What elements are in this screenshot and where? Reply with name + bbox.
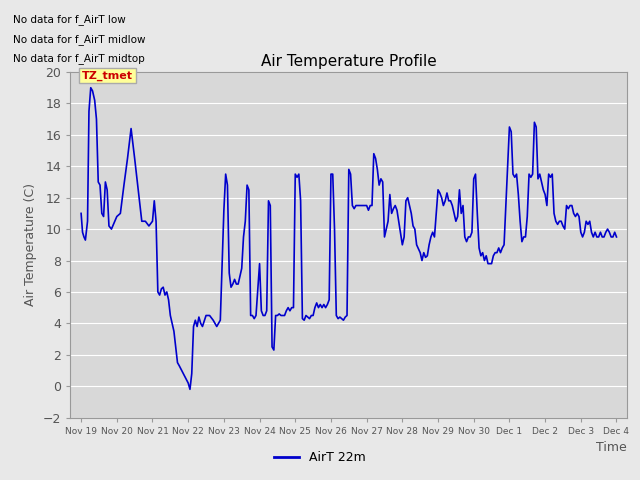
Y-axis label: Air Temperature (C): Air Temperature (C) [24,183,38,306]
Text: No data for f_AirT midlow: No data for f_AirT midlow [13,34,145,45]
Title: Air Temperature Profile: Air Temperature Profile [261,54,436,70]
Legend: AirT 22m: AirT 22m [269,446,371,469]
Text: No data for f_AirT low: No data for f_AirT low [13,14,125,25]
Text: TZ_tmet: TZ_tmet [82,70,133,81]
X-axis label: Time: Time [596,441,627,454]
Text: No data for f_AirT midtop: No data for f_AirT midtop [13,53,145,64]
